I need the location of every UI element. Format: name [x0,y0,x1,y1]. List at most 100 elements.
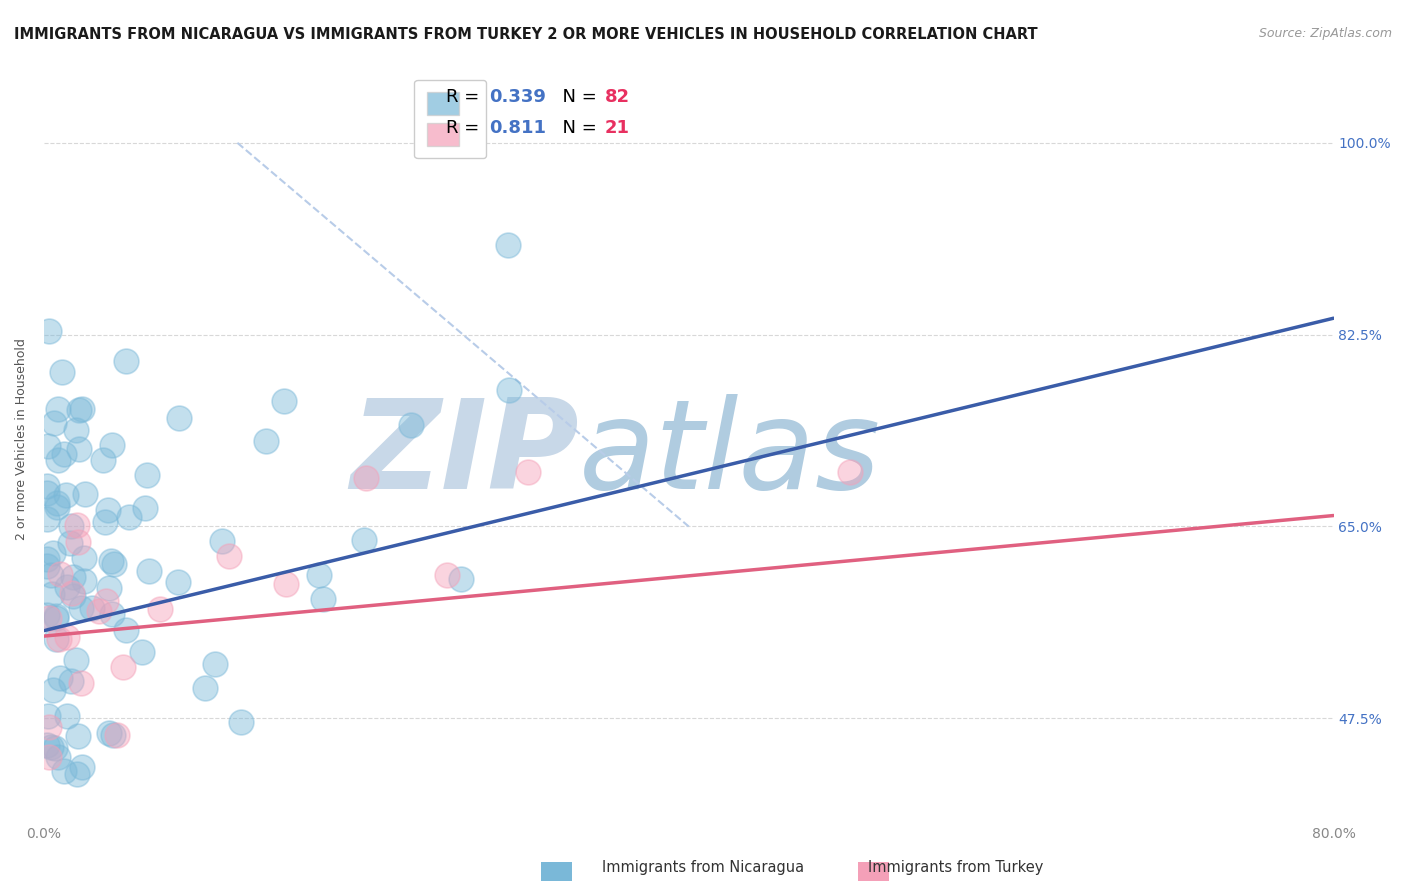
Point [37,486,59,500]
Text: 0.339: 0.339 [489,88,546,106]
Point [38,720,60,734]
Point [62,570,84,584]
Point [37,558,59,573]
Point [516,465,538,479]
Point [41,587,63,601]
Point [66,517,89,532]
Point [73,551,96,566]
Point [39,740,62,755]
Point [167,410,190,425]
Point [44,740,66,755]
Point [101,728,124,742]
Point [134,501,156,516]
Point [60,585,83,599]
Point [308,568,330,582]
Point [46,402,69,417]
Point [37,439,59,453]
Point [100,554,122,568]
Point [37,709,59,723]
Point [48,750,70,764]
Point [75,487,97,501]
Point [194,681,217,695]
Point [204,657,226,672]
Point [42,682,65,697]
Point [37,608,59,623]
Point [45,611,67,625]
Point [42,546,65,560]
Text: 82: 82 [605,88,630,106]
Point [496,238,519,252]
Point [49,566,72,581]
Text: IMMIGRANTS FROM NICARAGUA VS IMMIGRANTS FROM TURKEY 2 OR MORE VEHICLES IN HOUSEH: IMMIGRANTS FROM NICARAGUA VS IMMIGRANTS … [14,27,1038,42]
Point [67,403,90,417]
Point [56,581,79,595]
Point [42,416,65,430]
Point [82,601,104,615]
Point [55,488,77,502]
Point [231,714,253,729]
Point [70,401,93,416]
Point [39,568,62,582]
Text: Immigrants from Turkey: Immigrants from Turkey [869,861,1043,875]
Point [94,515,117,529]
Point [66,534,89,549]
Point [353,533,375,548]
Text: ZIP: ZIP [350,393,579,515]
Legend: , : , [415,79,486,159]
Point [111,659,134,673]
Point [100,607,122,621]
Point [38,324,60,338]
Point [98,726,121,740]
Point [59,519,82,533]
Point [136,467,159,482]
Point [46,496,69,510]
Point [103,558,125,572]
Text: N =: N = [551,88,602,106]
Point [93,452,115,467]
Point [70,760,93,774]
Point [56,630,79,644]
Point [115,623,138,637]
Point [58,535,80,549]
Point [62,589,84,603]
Point [450,572,472,586]
Point [115,354,138,368]
Text: 0.811: 0.811 [489,119,546,137]
Point [839,465,862,479]
Text: Source: ZipAtlas.com: Source: ZipAtlas.com [1258,27,1392,40]
Text: 21: 21 [605,119,630,137]
Point [356,471,378,485]
Point [70,600,93,615]
Text: Immigrants from Nicaragua: Immigrants from Nicaragua [602,861,804,875]
Point [65,653,87,667]
Point [51,365,73,379]
Point [53,447,76,461]
Point [45,632,67,646]
Point [66,729,89,743]
Point [436,568,458,582]
Point [49,671,72,685]
Point [48,632,70,646]
Point [94,594,117,608]
Point [45,608,67,623]
Point [312,592,335,607]
Point [273,393,295,408]
Point [498,384,520,398]
Point [399,417,422,432]
Y-axis label: 2 or more Vehicles in Household: 2 or more Vehicles in Household [15,338,28,540]
Point [55,709,77,723]
Point [37,511,59,525]
Text: R =: R = [446,88,485,106]
Point [59,673,82,688]
Point [66,767,89,781]
Text: atlas: atlas [579,393,882,515]
Point [131,645,153,659]
Point [73,574,96,589]
Point [149,601,172,615]
Point [65,423,87,437]
Point [38,749,60,764]
Text: N =: N = [551,119,602,137]
Point [211,533,233,548]
Point [37,552,59,566]
Point [166,575,188,590]
